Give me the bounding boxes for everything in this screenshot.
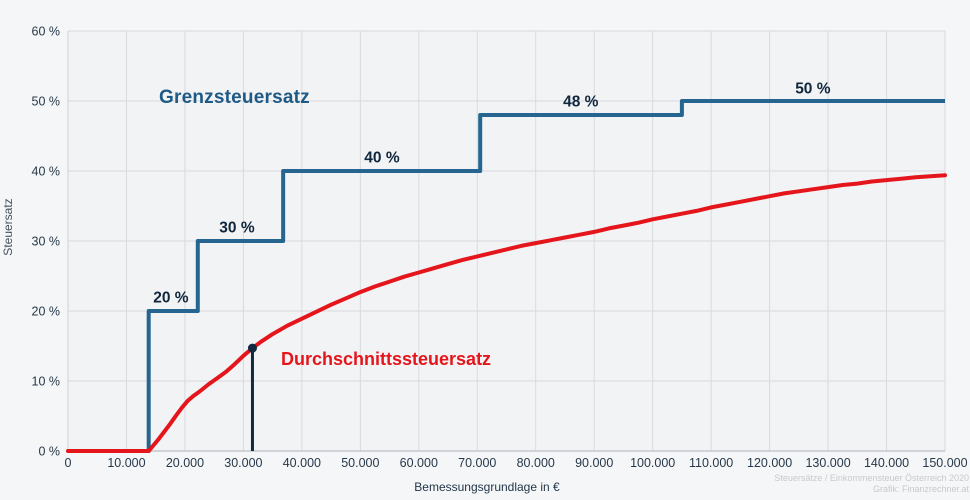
series-label-grenzsteuersatz: Grenzsteuersatz (159, 87, 310, 108)
marginal-rate-step-line (68, 99, 945, 453)
x-tick-label-12: 120.000 (747, 456, 792, 470)
x-tick-label-14: 140.000 (864, 456, 909, 470)
x-tick-label-1: 10.000 (107, 456, 145, 470)
y-tick-label-3: 30 % (32, 235, 61, 249)
x-tick-label-6: 60.000 (400, 456, 438, 470)
x-tick-label-7: 70.000 (458, 456, 496, 470)
x-tick-label-11: 110.000 (689, 456, 733, 470)
y-tick-label-5: 50 % (32, 95, 61, 109)
x-tick-label-13: 130.000 (805, 456, 850, 470)
y-axis-title: Steuersatz (1, 198, 15, 256)
average-rate-curve (66, 173, 947, 453)
step-label-40%: 40 % (364, 150, 400, 167)
x-tick-label-0: 0 (65, 456, 72, 470)
y-tick-label-0: 0 % (38, 445, 60, 459)
x-tick-label-3: 30.000 (224, 456, 262, 470)
series-label-durchschnittssteuersatz: Durchschnittssteuersatz (281, 349, 492, 369)
attribution-credit-line: Grafik: Finanzrechner.at (872, 484, 969, 494)
x-tick-label-2: 20.000 (166, 456, 204, 470)
attribution: Steuersätze / Einkommensteuer Österreich… (774, 473, 969, 495)
step-label-50%: 50 % (795, 80, 831, 97)
marker-dot (247, 343, 257, 353)
x-axis-title: Bemessungsgrundlage in € (414, 480, 560, 494)
step-label-30%: 30 % (219, 220, 255, 237)
attribution-source-line: Steuersätze / Einkommensteuer Österreich… (774, 473, 969, 483)
x-tick-label-5: 50.000 (341, 456, 379, 470)
x-tick-label-9: 90.000 (575, 456, 613, 470)
y-tick-label-1: 10 % (32, 375, 61, 389)
x-tick-label-4: 40.000 (283, 456, 321, 470)
y-tick-label-2: 20 % (32, 305, 61, 319)
x-tick-label-10: 100.000 (630, 456, 675, 470)
x-tick-label-15: 150.000 (922, 456, 967, 470)
step-label-20%: 20 % (153, 290, 189, 307)
y-tick-label-6: 60 % (32, 25, 61, 39)
y-tick-label-4: 40 % (32, 165, 61, 179)
step-label-48%: 48 % (563, 94, 599, 111)
x-tick-label-8: 80.000 (517, 456, 555, 470)
